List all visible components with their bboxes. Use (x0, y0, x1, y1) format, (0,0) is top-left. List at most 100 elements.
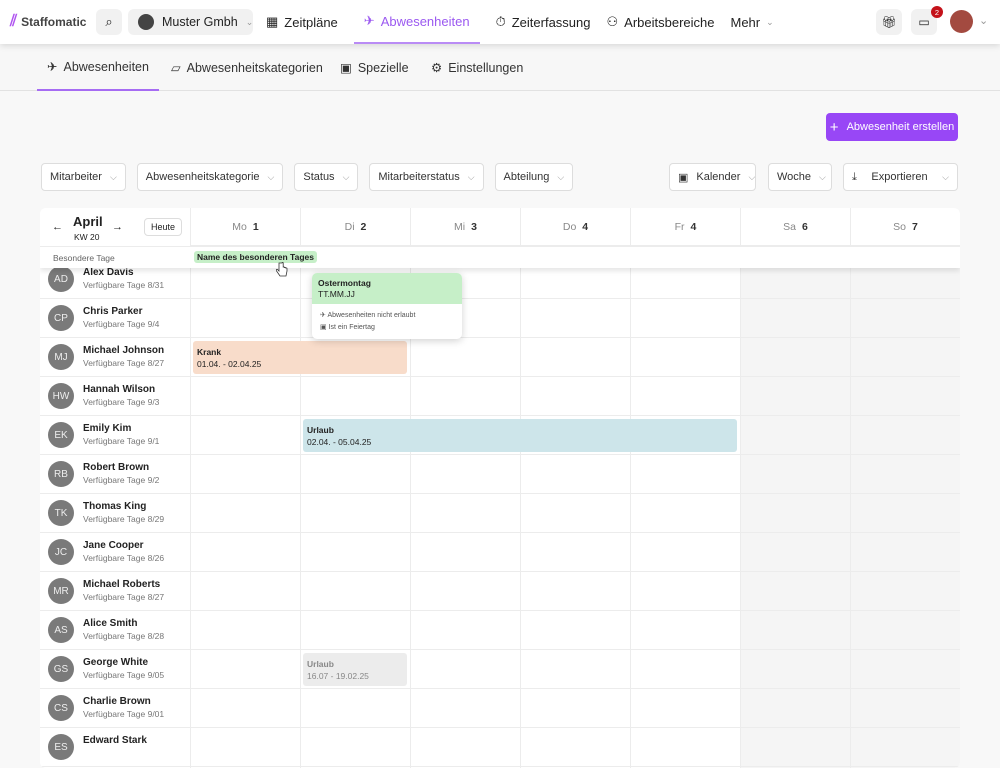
employee-name[interactable]: Robert Brown (83, 462, 150, 473)
chevron-down-icon: ⌵ (748, 171, 756, 182)
available-days: Verfügbare Tage 9/1 (83, 436, 160, 446)
filter-abwesenheitskategorie[interactable]: Abwesenheitskategorie ⌵ (136, 163, 284, 191)
user-avatar[interactable] (950, 10, 973, 33)
company-name: Muster Gmbh (162, 15, 238, 29)
today-button[interactable]: Heute (144, 218, 183, 236)
avatar: CS (48, 695, 74, 721)
messages-button[interactable]: ▭ 2 (911, 6, 943, 35)
company-switcher[interactable]: Muster Gmbh ⌄ (128, 9, 253, 35)
tab-einstellungen[interactable]: ⚙ Einstellungen (431, 44, 523, 91)
employee-name[interactable]: George White (83, 657, 149, 668)
employee-name[interactable]: Charlie Brown (83, 696, 151, 707)
available-days: Verfügbare Tage 9/3 (83, 397, 160, 407)
brand-logo[interactable]: ⫽ Staffomatic (10, 13, 86, 31)
employee-name[interactable]: Jane Cooper (83, 540, 144, 551)
weekday: Di (344, 220, 355, 233)
absence-event[interactable]: Krank 01.04. - 02.04.25 (193, 341, 407, 374)
range-label: Woche (777, 171, 812, 183)
nav-label: Zeitpläne (284, 14, 338, 30)
chevron-down-icon: ⌵ (942, 171, 949, 182)
day-number: 1 (252, 220, 259, 233)
special-day-chip[interactable]: Name des besonderen Tages (194, 251, 317, 263)
plane-icon: ✈ (47, 60, 58, 74)
calendar-header: ← April KW 20 → Heute Besondere Tage Nam… (40, 208, 960, 268)
avatar: MR (48, 578, 74, 604)
employee-row[interactable]: RB Robert Brown Verfügbare Tage 9/2 (40, 455, 960, 494)
create-absence-button[interactable]: + Abwesenheit erstellen (826, 113, 958, 141)
employee-name[interactable]: Hannah Wilson (83, 384, 156, 395)
avatar: EK (48, 422, 74, 448)
day-header: Di 2 (300, 208, 410, 246)
nav-mehr[interactable]: Mehr ⌄ (730, 0, 773, 44)
employee-row[interactable]: MJ Michael Johnson Verfügbare Tage 8/27 K… (40, 338, 960, 377)
plus-icon: + (829, 118, 839, 136)
employee-row[interactable]: GS George White Verfügbare Tage 9/05 Urla… (40, 650, 960, 689)
day-number: 4 (690, 220, 697, 233)
chat-icon: ▭ (918, 15, 930, 29)
employee-name[interactable]: Thomas King (83, 501, 147, 512)
employee-row[interactable]: CS Charlie Brown Verfügbare Tage 9/01 (40, 689, 960, 728)
special-days-label: Besondere Tage (53, 253, 115, 263)
nav-label: Zeiterfassung (511, 14, 591, 30)
prev-week-arrow-icon[interactable]: ← (52, 221, 63, 233)
weekday: Mi (454, 220, 466, 233)
employee-name[interactable]: Michael Johnson (83, 345, 165, 356)
filter-label: Status (303, 171, 335, 183)
filter-mitarbeiter[interactable]: Mitarbeiter ⌵ (41, 163, 126, 191)
tooltip-title: Ostermontag (318, 278, 371, 288)
nav-zeiterfassung[interactable]: ⏱ Zeiterfassung (496, 0, 591, 44)
nav-arbeitsbereiche[interactable]: ⚇ Arbeitsbereiche (607, 0, 715, 44)
employee-name[interactable]: Alice Smith (83, 618, 138, 629)
next-week-arrow-icon[interactable]: → (112, 221, 123, 233)
day-number: 6 (802, 220, 808, 233)
tab-label: Spezielle (357, 60, 409, 75)
view-calendar-select[interactable]: ▣ Kalender ⌵ (669, 163, 756, 191)
chevron-down-icon: ⌵ (109, 171, 117, 182)
view-range-select[interactable]: Woche ⌵ (768, 163, 832, 191)
employee-row[interactable]: MR Michael Roberts Verfügbare Tage 8/27 (40, 572, 960, 611)
employee-row[interactable]: TK Thomas King Verfügbare Tage 8/29 (40, 494, 960, 533)
chevron-down-icon[interactable]: ⌄ (979, 15, 989, 27)
day-column (740, 208, 850, 768)
avatar: GS (48, 656, 74, 682)
employee-row[interactable]: HW Hannah Wilson Verfügbare Tage 9/3 (40, 377, 960, 416)
filter-label: Abwesenheitskategorie (145, 171, 260, 183)
plane-off-icon: ✈ (320, 312, 326, 319)
brand-name: Staffomatic (21, 15, 87, 29)
event-title: Urlaub (307, 659, 334, 669)
day-header: Do 4 (520, 208, 630, 246)
filter-mitarbeiterstatus[interactable]: Mitarbeiterstatus ⌵ (369, 163, 484, 191)
employee-name[interactable]: Michael Roberts (83, 579, 161, 590)
employee-name[interactable]: Alex Davis (83, 267, 134, 278)
employee-row[interactable]: AS Alice Smith Verfügbare Tage 8/28 (40, 611, 960, 650)
gift-icon: 🎁︎ (881, 15, 897, 29)
calendar-icon: ▣ (678, 171, 689, 184)
tab-spezielle[interactable]: ▣ Spezielle (340, 44, 409, 91)
folder-icon: ▱ (171, 61, 181, 75)
nav-zeitplaene[interactable]: ▦ Zeitpläne (266, 0, 338, 44)
employee-name[interactable]: Chris Parker (83, 306, 143, 317)
tab-abwesenheiten[interactable]: ✈ Abwesenheiten (37, 44, 159, 91)
absence-event[interactable]: Urlaub 16.07 - 19.02.25 (303, 653, 407, 686)
weekday: Fr (674, 220, 685, 233)
nav-abwesenheiten[interactable]: ✈ Abwesenheiten (353, 0, 480, 44)
employee-row[interactable]: ES Edward Stark (40, 728, 960, 767)
tab-abwesenheitskategorien[interactable]: ▱ Abwesenheitskategorien (171, 44, 323, 91)
employee-name[interactable]: Emily Kim (83, 423, 132, 434)
filter-status[interactable]: Status ⌵ (294, 163, 359, 191)
gift-button[interactable]: 🎁︎ (876, 9, 902, 35)
employee-name[interactable]: Edward Stark (83, 735, 147, 746)
export-button[interactable]: ⤓ Exportieren ⌵ (843, 163, 958, 191)
employee-row[interactable]: EK Emily Kim Verfügbare Tage 9/1 Urlaub 02… (40, 416, 960, 455)
filter-abteilung[interactable]: Abteilung ⌵ (494, 163, 574, 191)
day-column (850, 208, 960, 768)
tooltip-date: TT.MM.JJ (318, 289, 355, 299)
absence-event[interactable]: Urlaub 02.04. - 05.04.25 (303, 419, 737, 452)
employee-row[interactable]: CP Chris Parker Verfügbare Tage 9/4 (40, 299, 960, 338)
search-button[interactable]: ⌕ (96, 9, 122, 35)
day-header: So 7 (850, 208, 960, 246)
employee-row[interactable]: AD Alex Davis Verfügbare Tage 8/31 (40, 260, 960, 299)
chevron-down-icon: ⌵ (819, 171, 826, 182)
sub-navigation: ✈ Abwesenheiten ▱ Abwesenheitskategorien ▣… (0, 44, 1000, 91)
employee-row[interactable]: JC Jane Cooper Verfügbare Tage 8/26 (40, 533, 960, 572)
